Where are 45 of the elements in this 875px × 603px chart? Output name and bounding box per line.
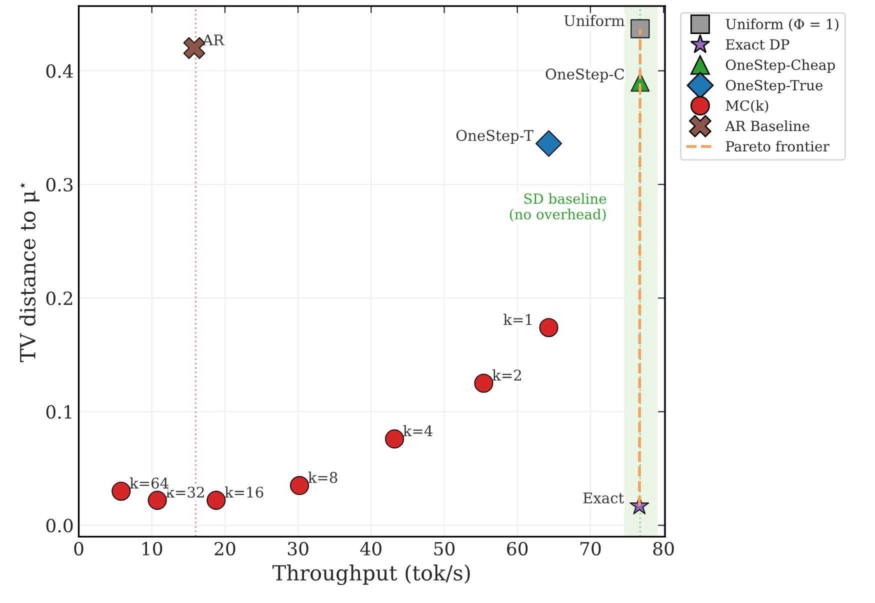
ref-line-label: SD baseline (no overhead) xyxy=(510,193,606,222)
point xyxy=(630,19,650,38)
x-axis-title: Throughput (tok/s) xyxy=(272,564,470,586)
y-tick-label: 0.2 xyxy=(46,292,72,306)
annotation: k=32 xyxy=(166,486,204,498)
x-tick-label: 20 xyxy=(214,542,236,556)
x-tick-label: 0 xyxy=(74,542,84,556)
legend-label: AR Baseline xyxy=(725,120,810,132)
legend-label: OneStep-True xyxy=(726,80,823,94)
x-tick-label: 60 xyxy=(507,542,528,556)
x-tick-label: 40 xyxy=(360,542,382,556)
y-tick-label: 0.4 xyxy=(46,64,73,78)
legend-label: Pareto frontier xyxy=(726,140,830,152)
annotation: k=8 xyxy=(308,472,338,483)
x-tick-label: 50 xyxy=(434,542,455,556)
annotation: OneStep-C xyxy=(546,68,624,82)
annotation: AR xyxy=(202,34,224,46)
legend-label: Uniform (Φ = 1) xyxy=(726,18,838,32)
point xyxy=(536,130,562,157)
y-axis-title: TV distance to μ$^{⋆}$ xyxy=(19,182,40,362)
point xyxy=(385,429,404,448)
y-tick-label: 0.1 xyxy=(46,405,72,419)
y-tick-label: 0.3 xyxy=(46,178,73,192)
annotation: k=1 xyxy=(504,314,532,325)
annotation: k=2 xyxy=(492,369,521,380)
annotation: OneStep-T xyxy=(456,130,534,144)
legend-label: OneStep-Cheap xyxy=(726,59,835,73)
point xyxy=(474,374,494,393)
annotation: k=4 xyxy=(403,425,432,436)
annotation: Uniform xyxy=(564,14,624,26)
annotation: Exact xyxy=(583,492,624,504)
y-tick-label: 0.0 xyxy=(46,518,73,532)
x-tick-label: 10 xyxy=(142,542,162,556)
x-tick-label: 70 xyxy=(580,542,601,556)
x-tick-label: 80 xyxy=(653,542,674,556)
x-tick-label: 30 xyxy=(288,542,308,556)
point xyxy=(539,318,558,338)
point xyxy=(206,490,226,510)
annotation: k=64 xyxy=(130,477,168,489)
legend-label: Exact DP xyxy=(726,39,790,50)
annotation: k=16 xyxy=(224,486,264,498)
point xyxy=(148,490,167,510)
legend-label: MC(k) xyxy=(726,100,768,113)
point xyxy=(112,482,131,501)
point xyxy=(290,476,310,496)
